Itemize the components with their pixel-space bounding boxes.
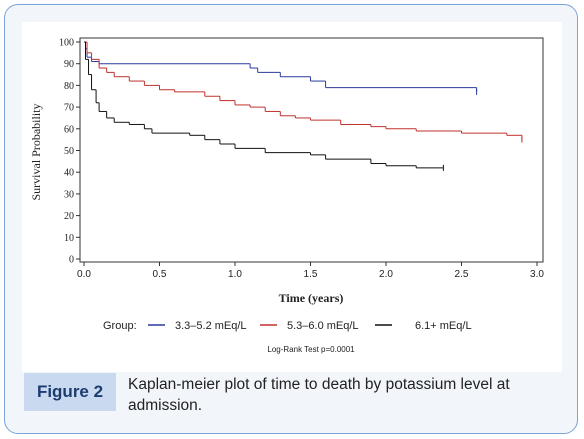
x-tick-label: 0.0	[77, 269, 91, 280]
y-tick-label: 80	[64, 81, 74, 92]
x-tick-label: 1.0	[228, 269, 242, 280]
x-tick-label: 3.0	[530, 269, 544, 280]
y-tick-label: 100	[59, 38, 74, 49]
annotation: Log-Rank Test p=0.0001	[267, 345, 355, 354]
chart: Survival Probability Time (years) Group:…	[22, 22, 562, 372]
legend-label: 6.1+ mEq/L	[415, 320, 472, 332]
x-tick-label: 2.0	[379, 269, 393, 280]
x-axis-title: Time (years)	[279, 291, 344, 305]
legend-label: 5.3–6.0 mEq/L	[287, 320, 359, 332]
y-tick-label: 0	[69, 255, 74, 266]
figure-label: Figure 2	[24, 373, 116, 411]
chart-background	[22, 22, 562, 372]
y-tick-label: 50	[64, 146, 74, 157]
y-tick-label: 60	[64, 124, 74, 135]
legend-label: 3.3–5.2 mEq/L	[175, 320, 247, 332]
y-axis-title: Survival Probability	[29, 104, 43, 201]
y-tick-label: 70	[64, 103, 74, 114]
x-tick-label: 2.5	[455, 269, 469, 280]
y-tick-label: 20	[64, 211, 74, 222]
x-tick-label: 1.5	[304, 269, 318, 280]
y-tick-label: 30	[64, 189, 74, 200]
figure-caption: Kaplan-meier plot of time to death by po…	[128, 376, 510, 414]
y-tick-label: 10	[64, 233, 74, 244]
y-tick-label: 40	[64, 168, 74, 179]
x-tick-label: 0.5	[153, 269, 167, 280]
legend-title: Group:	[103, 320, 137, 332]
y-tick-label: 90	[64, 59, 74, 70]
